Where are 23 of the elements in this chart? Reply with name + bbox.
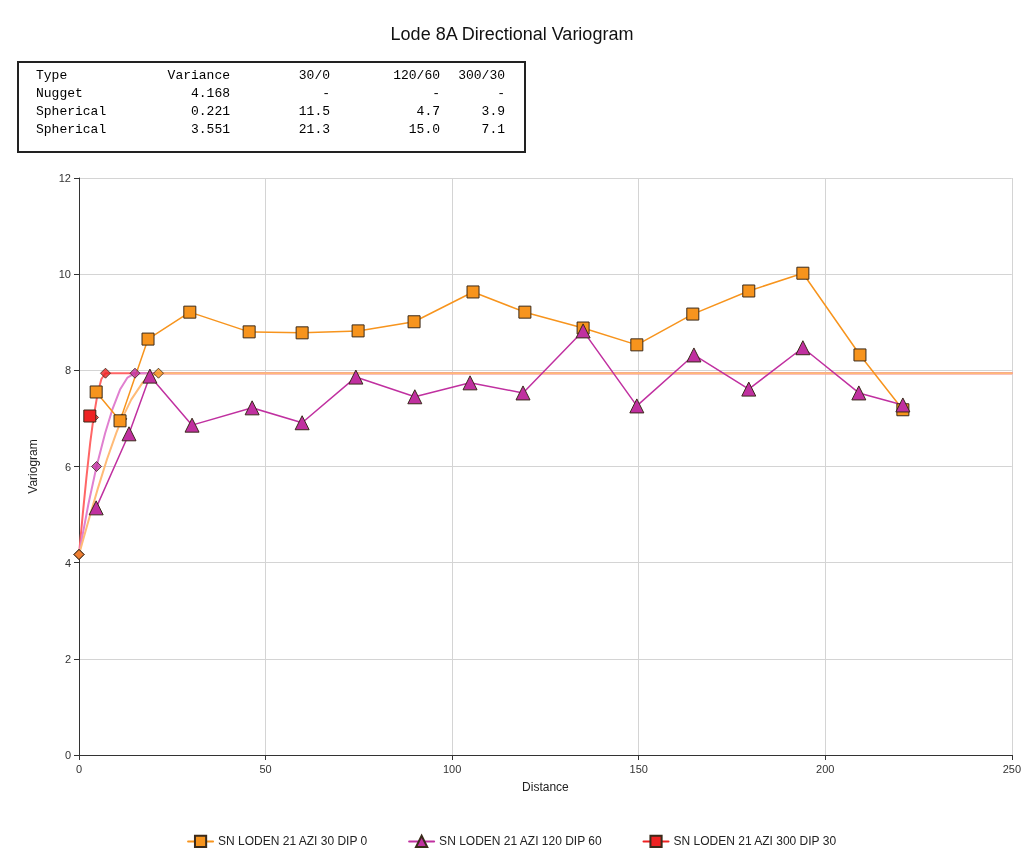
- y-tick-label: 8: [64, 364, 71, 377]
- y-tick-label: 2: [64, 652, 71, 665]
- y-tick-label: 4: [64, 556, 71, 569]
- y-tick-label: 6: [64, 460, 71, 473]
- chart-title: Lode 8A Directional Variogram: [390, 24, 634, 44]
- text: Nugget 4.168 - - -: [36, 86, 505, 101]
- legend-label: SN LODEN 21 AZI 300 DIP 30: [673, 834, 837, 849]
- x-tick-label: 200: [816, 762, 835, 775]
- x-tick-label: 250: [1002, 762, 1021, 775]
- y-tick-label: 10: [58, 268, 71, 281]
- legend-label: SN LODEN 21 AZI 120 DIP 60: [439, 834, 602, 849]
- y-tick-label: 0: [64, 749, 71, 761]
- text: Spherical 3.551 21.3 15.0 7.1: [36, 122, 505, 137]
- text: Type Variance 30/0 120/60 300/30: [36, 68, 505, 83]
- text: Spherical 0.221 11.5 4.7 3.9: [36, 104, 505, 119]
- x-tick-label: 0: [75, 762, 83, 775]
- x-axis-title: Distance: [522, 780, 570, 794]
- y-tick-label: 12: [58, 172, 71, 184]
- x-tick-label: 150: [629, 762, 648, 775]
- x-tick-label: 50: [259, 762, 272, 775]
- x-tick-label: 100: [442, 762, 462, 775]
- y-axis-title: Variogram: [26, 439, 40, 494]
- legend-label: SN LODEN 21 AZI 30 DIP 0: [218, 834, 368, 849]
